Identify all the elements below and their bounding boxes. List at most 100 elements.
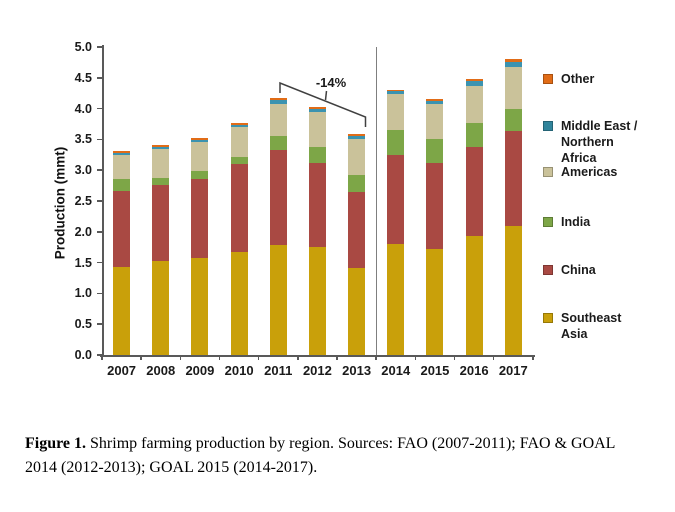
x-axis-line — [100, 355, 535, 357]
bar-segment-2012-southeast-asia — [308, 247, 326, 355]
bar-segment-2010-southeast-asia — [230, 252, 248, 355]
y-tick-1.0 — [97, 292, 102, 295]
y-tick-label-0.5: 0.5 — [74, 317, 92, 332]
y-tick-label-5.0: 5.0 — [74, 40, 92, 54]
x-tick-8 — [414, 355, 417, 360]
bar-segment-2015-china — [426, 163, 444, 250]
bar-segment-2008-middle-east-northern-africa — [152, 146, 170, 150]
bar-segment-2017-india — [504, 108, 522, 132]
bar-segment-2016-americas — [465, 85, 483, 123]
bar-segment-2008-southeast-asia — [152, 261, 170, 355]
y-tick-label-1.5: 1.5 — [74, 255, 92, 270]
bar-segment-2014-middle-east-northern-africa — [387, 91, 405, 95]
bar-segment-2011-middle-east-northern-africa — [269, 99, 287, 104]
bar-segment-2017-other — [504, 58, 522, 63]
bar-segment-2017-middle-east-northern-africa — [504, 62, 522, 67]
y-tick-4.0 — [97, 107, 102, 110]
bar-segment-2007-americas — [113, 155, 131, 180]
chart-legend: Other Middle East / Northern Africa Americas… — [543, 72, 637, 341]
bar-segment-2016-middle-east-northern-africa — [465, 81, 483, 86]
y-tick-0.5 — [97, 323, 102, 325]
y-tick-label-3.5: 3.5 — [74, 132, 92, 147]
y-tick-label-1.0: 1.0 — [74, 286, 92, 301]
bar-segment-2009-middle-east-northern-africa — [191, 140, 209, 143]
x-tick-label-2013: 2013 — [342, 363, 372, 378]
bar-segment-2015-other — [426, 98, 444, 101]
x-tick-label-2007: 2007 — [107, 363, 137, 378]
y-tick-label-3.0: 3.0 — [74, 163, 92, 178]
x-tick-10 — [492, 355, 495, 360]
bar-segment-2011-china — [269, 149, 287, 245]
x-tick-0 — [101, 355, 103, 360]
bar-segment-2014-southeast-asia — [387, 243, 405, 355]
legend-label-other: Other — [561, 72, 595, 86]
x-tick-label-2017: 2017 — [498, 363, 528, 378]
y-tick-label-0.0: 0.0 — [74, 348, 92, 362]
bar-segment-2007-middle-east-northern-africa — [113, 152, 131, 156]
bar-segment-2013-other — [348, 133, 366, 137]
bar-segment-2017-americas — [504, 66, 522, 109]
bar-segment-2009-americas — [191, 142, 209, 172]
bar-segment-2008-india — [152, 177, 170, 185]
legend-label-southeast-asia: Southeast Asia — [561, 311, 622, 341]
bar-segment-2015-americas — [426, 103, 444, 140]
y-tick-label-2.5: 2.5 — [74, 194, 92, 208]
bar-segment-2014-china — [387, 154, 405, 244]
y-tick-label-4.0: 4.0 — [74, 101, 92, 116]
x-tick-label-2014: 2014 — [381, 363, 411, 378]
x-tick-label-2009: 2009 — [185, 363, 215, 378]
x-tick-label-2016: 2016 — [459, 363, 489, 378]
bar-segment-2010-middle-east-northern-africa — [230, 124, 248, 128]
bar-segment-2010-other — [230, 122, 248, 125]
bar-segment-2007-india — [113, 179, 131, 191]
x-tick-5 — [297, 355, 299, 360]
x-tick-2 — [179, 355, 182, 360]
caption-line2: 2014 (2012-2013); GOAL 2015 (2014-2017). — [25, 458, 318, 476]
annotation-label: -14% — [315, 75, 347, 90]
bar-segment-2009-other — [191, 138, 209, 140]
bar-segment-2009-southeast-asia — [191, 257, 209, 355]
caption-line1: Shrimp farming production by region. Sou… — [86, 435, 616, 452]
legend-swatch-india — [543, 217, 553, 227]
x-tick-label-2015: 2015 — [420, 363, 450, 378]
bar-segment-2010-americas — [230, 127, 248, 157]
x-tick-9 — [453, 355, 456, 360]
bar-segment-2010-china — [230, 164, 248, 253]
bar-segment-2007-other — [113, 151, 131, 153]
y-tick-3.5 — [97, 138, 102, 141]
x-tick-3 — [218, 355, 221, 360]
bar-segment-2013-india — [348, 174, 366, 192]
bar-segment-2012-india — [308, 147, 326, 163]
bar-segment-2013-americas — [348, 139, 366, 175]
legend-swatch-southeast-asia — [543, 313, 553, 323]
y-tick-label-4.5: 4.5 — [74, 70, 92, 85]
y-tick-2.5 — [97, 200, 102, 202]
bar-segment-2016-other — [465, 79, 483, 82]
bar-segment-2013-southeast-asia — [348, 268, 366, 355]
bar-segment-2010-india — [230, 156, 248, 165]
bar-segment-2008-other — [152, 144, 170, 147]
bar-segment-2013-china — [348, 191, 366, 269]
bar-segment-2012-china — [308, 162, 326, 248]
y-tick-2.0 — [97, 231, 102, 233]
x-tick-11 — [532, 355, 534, 360]
y-axis-line — [102, 45, 104, 356]
y-tick-3.0 — [97, 169, 102, 171]
x-tick-label-2011: 2011 — [264, 363, 293, 378]
y-tick-0.0 — [97, 354, 102, 356]
bar-segment-2016-china — [465, 147, 483, 237]
bar-segment-2016-india — [465, 122, 483, 148]
y-tick-4.5 — [97, 77, 102, 79]
caption-figure-number: Figure 1. — [25, 435, 87, 452]
x-tick-4 — [257, 355, 260, 360]
x-tick-label-2010: 2010 — [224, 363, 254, 378]
x-tick-6 — [336, 355, 338, 360]
bar-segment-2011-other — [269, 98, 287, 100]
bar-segment-2009-india — [191, 171, 209, 180]
bar-segment-2009-china — [191, 179, 209, 258]
bar-segment-2017-southeast-asia — [504, 226, 522, 355]
legend-swatch-americas — [543, 167, 553, 177]
y-tick-label-2.0: 2.0 — [74, 224, 92, 239]
legend-swatch-china — [543, 265, 553, 275]
